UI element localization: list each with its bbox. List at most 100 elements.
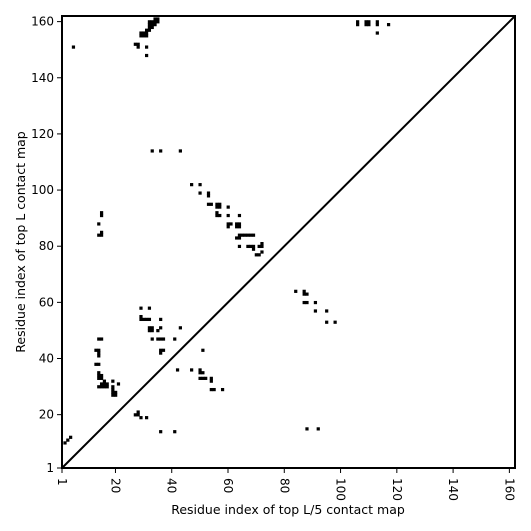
contact-cell-lower <box>139 314 143 319</box>
contact-cell-upper <box>209 202 213 206</box>
contact-cell-upper <box>159 149 163 153</box>
y-tick-label: 1 <box>46 461 54 475</box>
contact-cell-lower <box>136 410 140 414</box>
x-tick-label: 80 <box>277 478 291 493</box>
contact-cell-upper <box>226 222 230 226</box>
contact-cell-upper <box>251 244 256 249</box>
contact-cell-lower <box>136 413 140 417</box>
contact-cell-upper <box>260 244 264 249</box>
contact-cell-lower <box>201 348 205 352</box>
contact-cell-upper <box>246 233 250 237</box>
contact-cell-upper <box>260 250 264 254</box>
contact-cell-lower <box>97 351 101 355</box>
contact-cell-upper <box>147 20 152 24</box>
contact-cell-upper <box>99 211 104 215</box>
contact-cell-lower <box>201 371 205 375</box>
contact-cell-lower <box>161 348 166 352</box>
contact-cell-lower <box>133 413 137 417</box>
contact-cell-lower <box>147 306 152 310</box>
contact-cell-lower <box>99 382 104 386</box>
contact-cell-upper <box>237 233 242 237</box>
contact-cells <box>63 17 391 445</box>
contact-cell-lower <box>305 427 309 431</box>
contact-cell-upper <box>243 233 247 237</box>
y-tick-label: 100 <box>31 183 54 197</box>
contact-cell-upper <box>145 31 149 35</box>
y-tick-label: 60 <box>39 295 54 309</box>
contact-cell-upper <box>235 236 239 240</box>
plot-frame <box>61 15 516 469</box>
contact-cell-lower <box>145 416 149 420</box>
contact-cell-lower <box>102 385 107 389</box>
contact-cell-upper <box>237 213 242 218</box>
contact-cell-upper <box>142 34 146 38</box>
contact-cell-upper <box>145 45 149 49</box>
contact-cell-lower <box>147 329 152 333</box>
contact-cell-lower <box>147 317 152 322</box>
contact-cell-lower <box>209 379 213 383</box>
contact-cell-upper <box>257 244 261 249</box>
contact-cell-lower <box>99 373 104 378</box>
contact-cell-lower <box>313 300 318 305</box>
contact-cell-upper <box>364 23 368 27</box>
contact-cell-upper <box>375 31 379 35</box>
contact-cell-upper <box>249 233 253 237</box>
contact-cell-upper <box>206 191 211 195</box>
x-axis-ticks: 1 20 40 60 80 100 120 140 160 <box>55 468 516 501</box>
contact-cell-upper <box>226 205 230 209</box>
contact-cell-upper <box>257 253 261 257</box>
contact-cell-upper <box>218 202 222 206</box>
contact-cell-upper <box>136 45 140 49</box>
contact-cell-lower <box>159 326 163 330</box>
contact-cell-upper <box>229 222 233 226</box>
y-tick-label: 80 <box>39 239 54 253</box>
contact-cell-upper <box>235 225 239 229</box>
contact-cell-upper <box>251 233 256 237</box>
y-tick-label: 140 <box>31 71 54 85</box>
contact-cell-upper <box>356 20 360 24</box>
contact-cell-lower <box>111 385 115 389</box>
contact-cell-upper <box>218 205 222 209</box>
contact-cell-upper <box>97 233 101 237</box>
contact-cell-lower <box>190 368 194 372</box>
contact-cell-lower <box>94 348 98 352</box>
contact-cell-lower <box>198 376 202 380</box>
contact-cell-lower <box>114 390 118 395</box>
contact-cell-lower <box>302 292 306 296</box>
contact-cell-lower <box>325 320 329 324</box>
contact-cell-upper <box>237 225 242 229</box>
contact-cell-upper <box>375 20 379 24</box>
contact-cell-upper <box>156 17 160 21</box>
x-tick-label: 1 <box>55 478 69 486</box>
contact-cell-lower <box>150 326 154 330</box>
contact-cell-lower <box>305 292 309 296</box>
contact-cell-upper <box>142 31 146 35</box>
contact-cell-lower <box>204 376 208 380</box>
contact-cell-upper <box>218 213 222 218</box>
contact-cell-lower <box>159 430 163 434</box>
contact-cell-upper <box>145 53 149 58</box>
contact-cell-upper <box>367 20 371 24</box>
contact-cell-upper <box>178 149 182 153</box>
contact-cell-upper <box>254 253 258 257</box>
contact-cell-upper <box>153 23 157 27</box>
contact-cell-upper <box>147 25 152 30</box>
x-tick-label: 100 <box>334 478 348 501</box>
contact-cell-lower <box>111 387 115 392</box>
contact-cell-lower <box>69 435 73 439</box>
contact-cell-upper <box>375 23 379 27</box>
contact-cell-upper <box>367 23 371 27</box>
contact-cell-upper <box>99 213 104 218</box>
contact-cell-lower <box>305 300 309 305</box>
contact-cell-upper <box>147 28 152 32</box>
contact-cell-upper <box>133 42 137 46</box>
contact-cell-lower <box>316 427 320 431</box>
contact-cell-lower <box>116 382 121 386</box>
contact-cell-lower <box>156 337 160 341</box>
contact-cell-upper <box>237 236 242 240</box>
contact-cell-lower <box>105 385 109 389</box>
contact-cell-lower <box>111 390 115 395</box>
contact-cell-lower <box>66 438 70 442</box>
contact-cell-upper <box>206 202 211 206</box>
contact-cell-upper <box>215 202 219 206</box>
